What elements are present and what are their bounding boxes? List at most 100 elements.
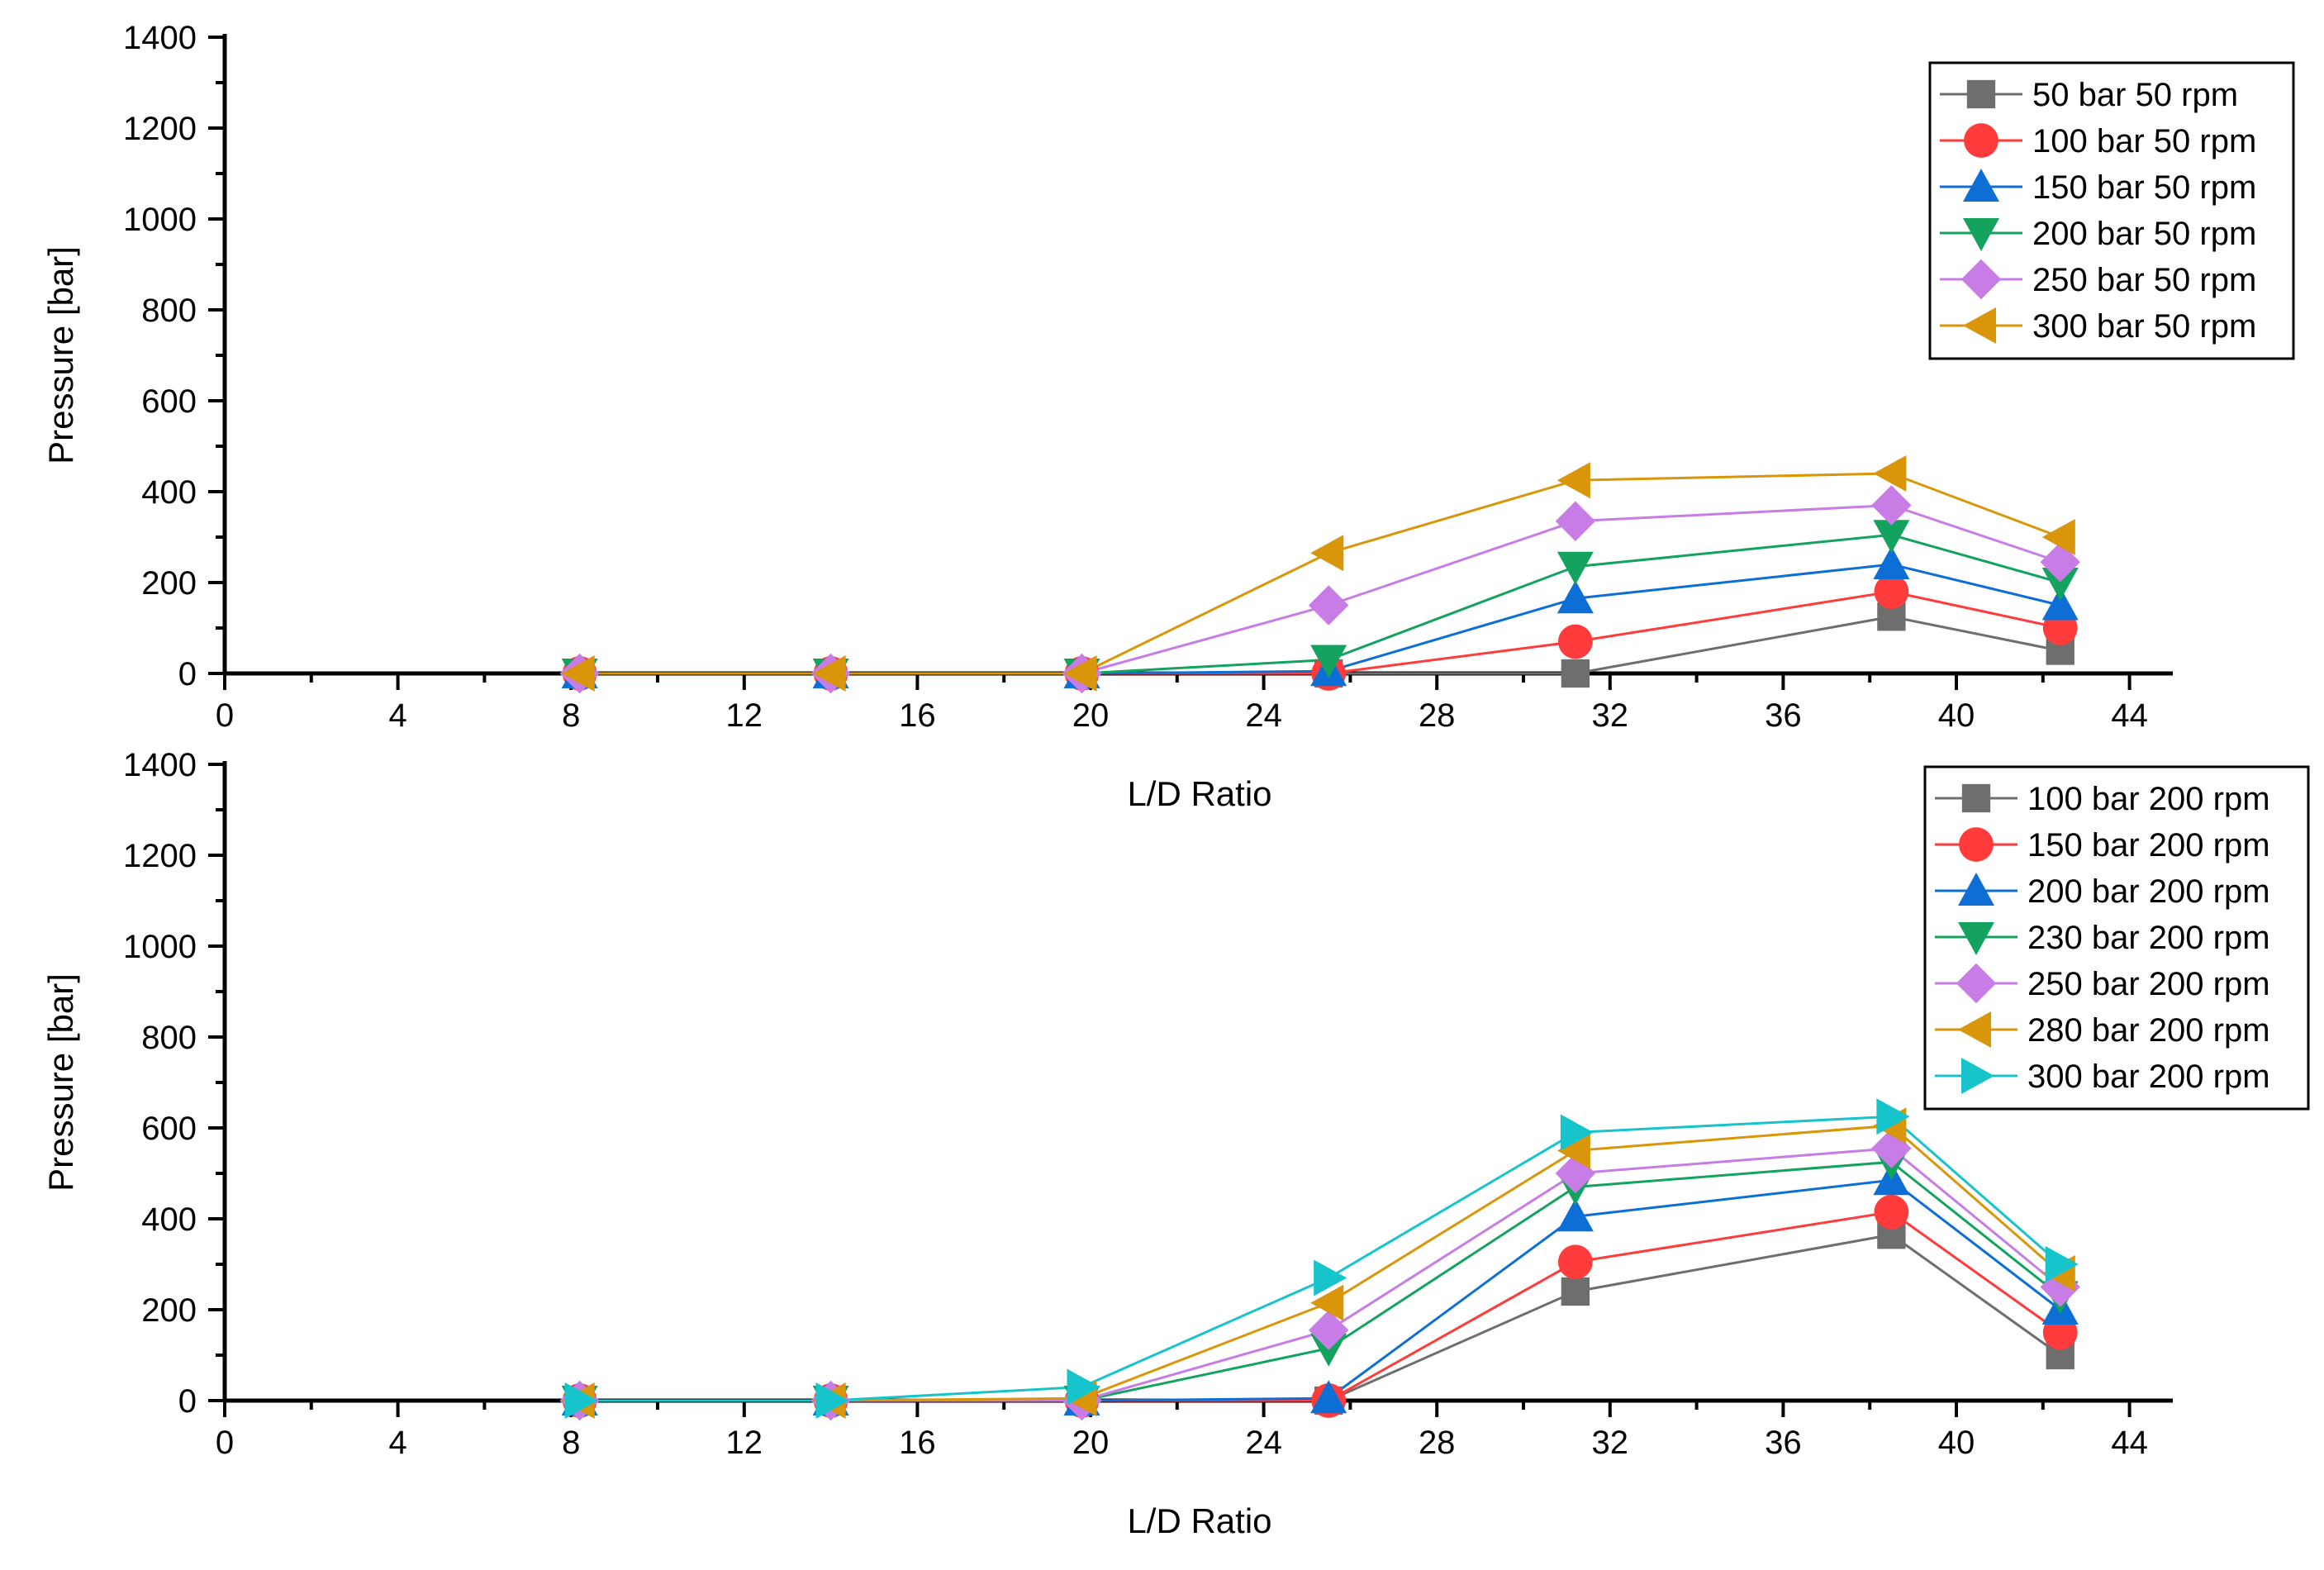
x-tick-label: 8 xyxy=(562,1425,580,1461)
data-point xyxy=(815,1382,849,1419)
y-tick-label: 600 xyxy=(141,1111,197,1147)
series-6 xyxy=(579,472,2061,675)
legend-box xyxy=(1928,61,2295,360)
series-7 xyxy=(579,1115,2061,1402)
x-tick-label: 4 xyxy=(388,1425,406,1461)
data-point xyxy=(1873,455,1907,492)
legend-label: 300 bar 50 rpm xyxy=(2032,308,2256,345)
legend-label: 250 bar 200 rpm xyxy=(2027,966,2270,1002)
legend-marker xyxy=(1963,217,1999,251)
data-point xyxy=(1556,580,1594,614)
data-point xyxy=(1556,462,1590,499)
x-tick-label: 36 xyxy=(1765,697,1802,734)
x-tick-label: 44 xyxy=(2111,1425,2148,1461)
legend-label: 250 bar 50 rpm xyxy=(2032,262,2256,298)
data-point xyxy=(1555,501,1596,541)
y-axis-title: Pressure [bar] xyxy=(41,973,80,1192)
y-tick-label: 400 xyxy=(141,474,197,511)
x-axis-title: L/D Ratio xyxy=(1127,774,1271,813)
data-point xyxy=(1871,485,1912,526)
legend: 50 bar 50 rpm 100 bar 50 rpm 150 bar 50 rp… xyxy=(1928,61,2295,360)
data-point xyxy=(1560,1114,1594,1151)
data-point xyxy=(1556,551,1594,585)
legend-label: 150 bar 200 rpm xyxy=(2027,827,2270,864)
x-tick-label: 20 xyxy=(1072,1425,1110,1461)
x-tick-label: 24 xyxy=(1245,697,1282,734)
legend-label: 50 bar 50 rpm xyxy=(2032,77,2238,113)
series-markers-6 xyxy=(561,455,2075,692)
legend-marker xyxy=(1963,307,1997,344)
x-tick-label: 24 xyxy=(1245,1425,1282,1461)
x-tick-label: 16 xyxy=(899,1425,936,1461)
x-tick-label: 40 xyxy=(1938,697,1975,734)
x-tick-label: 36 xyxy=(1765,1425,1802,1461)
legend-marker xyxy=(1958,873,1994,906)
legend-label: 150 bar 50 rpm xyxy=(2032,169,2256,206)
series-line xyxy=(579,1233,2061,1402)
data-point xyxy=(2041,567,2079,601)
x-tick-label: 20 xyxy=(1072,697,1110,734)
series-1 xyxy=(579,1233,2061,1402)
x-tick-label: 8 xyxy=(562,697,580,734)
legend-marker xyxy=(1956,963,1997,1004)
x-tick-label: 28 xyxy=(1419,697,1456,734)
data-point xyxy=(564,1382,598,1419)
data-point xyxy=(1067,1368,1100,1406)
legend-marker xyxy=(1960,259,2002,300)
y-axis-title: Pressure [bar] xyxy=(41,246,80,464)
data-point xyxy=(1561,659,1590,688)
legend-label: 300 bar 200 rpm xyxy=(2027,1059,2270,1095)
series-markers-7 xyxy=(564,1098,2079,1419)
y-tick-label: 1000 xyxy=(123,929,197,965)
data-point xyxy=(1310,535,1344,572)
data-point xyxy=(1557,1244,1593,1280)
data-point xyxy=(1873,546,1910,580)
data-point xyxy=(1063,655,1097,692)
data-point xyxy=(2041,587,2079,621)
data-point xyxy=(1310,1380,1347,1414)
y-tick-label: 1000 xyxy=(123,202,197,238)
data-point xyxy=(1561,1277,1590,1306)
legend-marker xyxy=(1958,921,1994,955)
y-tick-label: 600 xyxy=(141,383,197,420)
y-tick-label: 800 xyxy=(141,293,197,329)
y-tick-label: 1400 xyxy=(123,20,197,56)
legend-marker xyxy=(1966,79,1996,109)
data-point xyxy=(1876,1098,1910,1135)
x-tick-label: 32 xyxy=(1592,1425,1629,1461)
legend-label: 200 bar 50 rpm xyxy=(2032,216,2256,252)
data-point xyxy=(1557,624,1593,659)
chart-panel-2: 0 4 8 12 16 20 24 28 32 36 40 44 0 200 400 600 800 1000 12… xyxy=(41,747,2310,1540)
legend-marker xyxy=(1961,783,1991,813)
x-axis-title: L/D Ratio xyxy=(1127,1501,1271,1540)
legend-marker xyxy=(1960,1058,1994,1094)
y-tick-label: 400 xyxy=(141,1201,197,1238)
data-point xyxy=(1556,1132,1590,1169)
data-point xyxy=(1310,1284,1344,1321)
legend-label: 100 bar 200 rpm xyxy=(2027,781,2270,817)
series-markers-1 xyxy=(565,1220,2074,1415)
legend-marker xyxy=(1963,169,1999,202)
y-tick-label: 1200 xyxy=(123,111,197,147)
data-point xyxy=(2041,519,2075,555)
x-tick-label: 4 xyxy=(388,697,406,734)
legend-marker xyxy=(1959,827,1994,862)
legend-label: 100 bar 50 rpm xyxy=(2032,123,2256,159)
data-point xyxy=(1874,574,1909,609)
chart-panel-1: 0 4 8 12 16 20 24 28 32 36 40 44 0 200 400 600 800 1000 12… xyxy=(41,20,2295,813)
x-tick-label: 12 xyxy=(726,1425,763,1461)
data-point xyxy=(1314,1259,1347,1296)
y-tick-label: 1200 xyxy=(123,838,197,874)
data-point xyxy=(2045,1246,2079,1282)
data-point xyxy=(1556,1198,1594,1232)
x-tick-label: 12 xyxy=(726,697,763,734)
x-tick-label: 40 xyxy=(1938,1425,1975,1461)
x-tick-label: 32 xyxy=(1592,697,1629,734)
y-tick-label: 800 xyxy=(141,1020,197,1056)
legend-marker xyxy=(1958,1011,1992,1048)
y-tick-label: 0 xyxy=(178,1383,197,1420)
legend: 100 bar 200 rpm 150 bar 200 rpm 200 bar 20… xyxy=(1923,765,2310,1111)
legend-marker xyxy=(1964,123,1998,158)
x-tick-label: 28 xyxy=(1419,1425,1456,1461)
